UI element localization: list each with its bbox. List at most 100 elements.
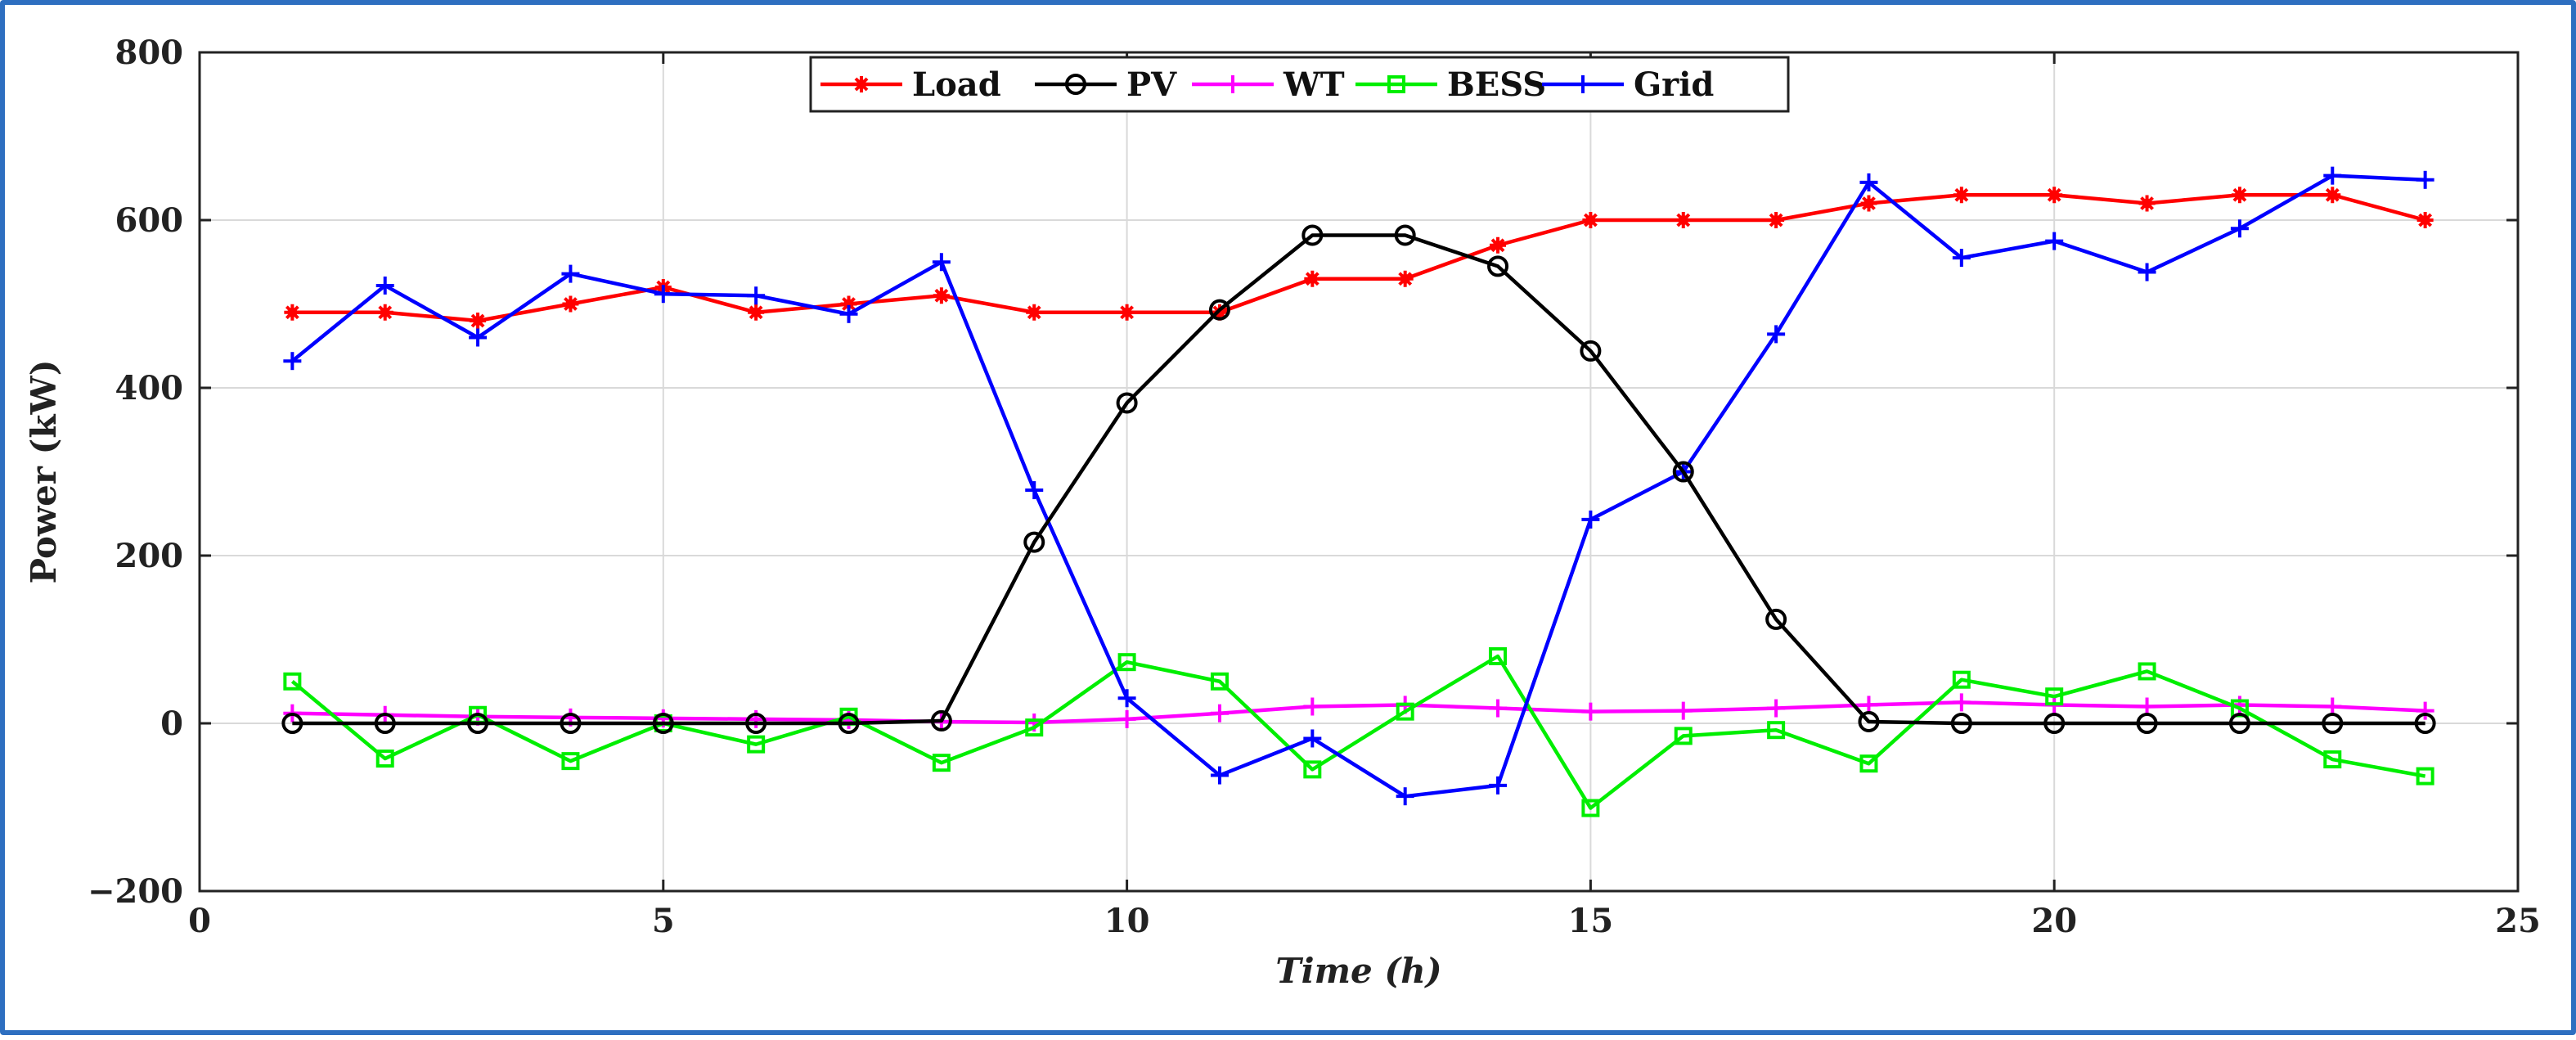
legend-entry-load: Load: [820, 65, 1001, 104]
legend-label-wt: WT: [1283, 65, 1345, 104]
data-point-load: [2324, 187, 2341, 204]
data-point-grid: [2416, 170, 2434, 189]
y-tick-label: 600: [115, 201, 184, 240]
data-point-bess: [1767, 721, 1786, 740]
data-point-pv: [1301, 224, 1324, 246]
data-point-pv: [1765, 608, 1787, 630]
data-point-grid: [1303, 729, 1322, 748]
data-point-load: [2416, 212, 2434, 228]
series-grid: [283, 166, 2434, 806]
y-tick-label: −200: [88, 872, 183, 911]
series-line-grid: [290, 173, 2425, 799]
data-point-pv: [560, 713, 582, 734]
y-tick-label: 800: [115, 34, 184, 72]
legend: Load PV WT BESS Grid: [809, 56, 1790, 113]
data-point-grid: [1210, 766, 1229, 785]
data-point-wt: [2323, 697, 2342, 716]
data-point-pv: [2043, 713, 2066, 734]
data-point-load: [1118, 304, 1135, 321]
data-point-bess: [561, 752, 580, 771]
data-point-grid: [2045, 232, 2064, 250]
data-point-bess: [1489, 647, 1508, 665]
data-point-grid: [1952, 249, 1971, 268]
data-point-wt: [1117, 709, 1136, 728]
data-point-bess: [1303, 760, 1322, 779]
series-wt: [283, 693, 2434, 732]
plot-area: [198, 51, 2520, 893]
data-point-pv: [930, 709, 952, 732]
data-point-bess: [1674, 727, 1693, 745]
data-point-load: [1026, 304, 1043, 321]
data-point-load: [1582, 212, 1599, 228]
data-point-pv: [838, 713, 860, 734]
data-point-wt: [1674, 701, 1693, 720]
data-point-wt: [1303, 697, 1322, 716]
data-point-pv: [1487, 255, 1509, 277]
data-point-load: [470, 313, 487, 329]
x-tick-label: 20: [2031, 902, 2077, 940]
data-point-pv: [2136, 713, 2158, 734]
data-point-bess: [375, 750, 394, 768]
data-point-pv: [652, 713, 674, 734]
data-point-grid: [747, 286, 766, 305]
data-point-wt: [2138, 697, 2156, 716]
data-point-load: [1396, 270, 1414, 287]
data-point-pv: [1580, 340, 1602, 362]
series-load: [284, 187, 2434, 329]
data-point-bess: [2045, 687, 2064, 706]
legend-marker-grid: [1574, 75, 1592, 93]
data-point-bess: [1952, 670, 1971, 689]
data-point-pv: [1023, 531, 1045, 553]
series-pv: [281, 224, 2436, 734]
data-point-grid: [375, 276, 394, 295]
data-point-grid: [2323, 166, 2342, 185]
y-tick-label: 400: [115, 369, 184, 407]
series-line-wt: [292, 700, 2425, 725]
data-point-bess: [1396, 702, 1414, 721]
data-point-pv: [1858, 710, 1880, 732]
data-point-bess: [283, 672, 302, 691]
data-point-pv: [1672, 461, 1694, 483]
x-axis-label: Time (h): [1275, 951, 1441, 991]
y-tick-label: 0: [160, 705, 183, 743]
data-point-bess: [1859, 754, 1878, 773]
legend-label-bess: BESS: [1447, 65, 1546, 104]
legend-marker-bess: [1387, 75, 1405, 93]
legend-entry-pv: PV: [1035, 65, 1177, 104]
data-point-load: [933, 287, 950, 304]
series-layer: [281, 166, 2436, 817]
data-point-grid: [283, 352, 302, 371]
x-tick-label: 10: [1104, 902, 1150, 940]
data-point-load: [284, 304, 301, 321]
x-tick-label: 15: [1568, 902, 1614, 940]
data-point-pv: [1116, 392, 1138, 414]
data-point-pv: [281, 713, 303, 734]
data-point-grid: [839, 304, 858, 323]
y-axis-label: Power (kW): [24, 359, 64, 583]
data-point-pv: [374, 713, 396, 734]
legend-entry-bess: BESS: [1355, 65, 1546, 104]
data-point-pv: [1208, 299, 1230, 321]
data-point-grid: [2230, 219, 2249, 238]
data-point-bess: [1210, 672, 1229, 691]
data-point-grid: [654, 285, 672, 304]
data-point-grid: [1396, 787, 1414, 806]
data-point-bess: [2416, 767, 2434, 786]
data-point-grid: [2138, 263, 2156, 281]
legend-entry-grid: Grid: [1542, 65, 1714, 104]
data-point-pv: [745, 713, 767, 734]
data-point-load: [1860, 195, 1877, 212]
data-point-grid: [1581, 510, 1600, 529]
data-point-bess: [1117, 653, 1136, 672]
data-point-wt: [1952, 693, 1971, 712]
data-point-load: [1675, 212, 1692, 228]
data-point-grid: [1767, 325, 1786, 344]
data-point-grid: [1025, 481, 1044, 500]
data-point-pv: [2228, 713, 2250, 734]
data-point-wt: [1581, 702, 1600, 721]
legend-box: [809, 56, 1790, 113]
data-point-bess: [1025, 718, 1044, 737]
data-point-bess: [747, 735, 766, 754]
